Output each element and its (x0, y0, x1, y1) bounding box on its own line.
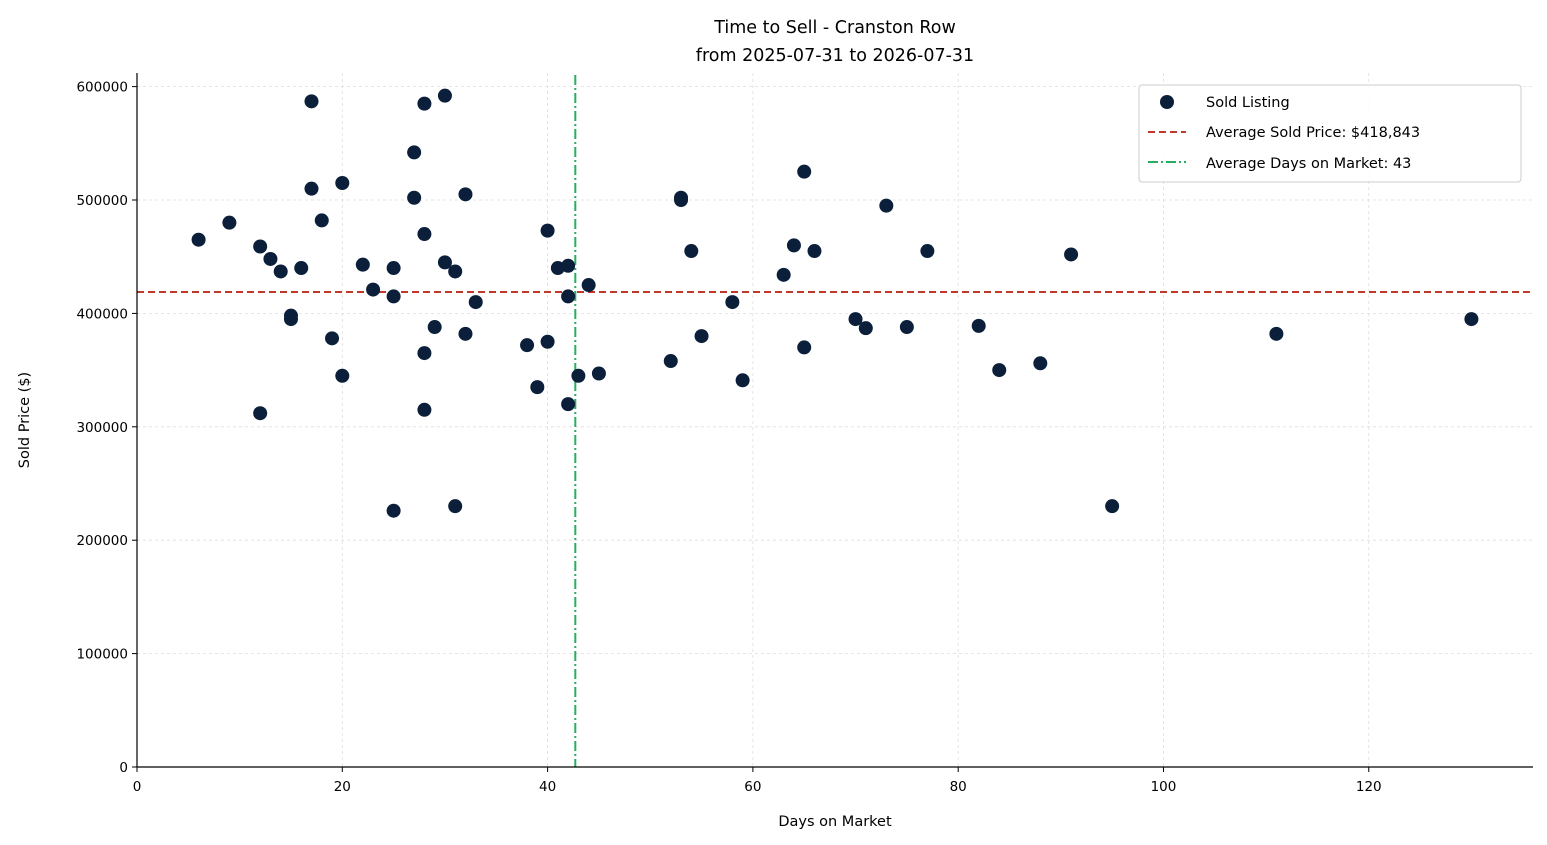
legend-label-sold-listing: Sold Listing (1206, 95, 1290, 111)
sold-listing-point (407, 190, 422, 205)
sold-listing-point (879, 198, 894, 213)
chart-subtitle: from 2025-07-31 to 2026-07-31 (696, 46, 974, 66)
sold-listing-point (417, 96, 432, 111)
sold-listing-point (458, 187, 473, 202)
sold-listing-point (530, 380, 545, 395)
sold-listing-point (468, 295, 483, 310)
sold-listing-point (571, 368, 586, 383)
y-tick-label: 200000 (76, 533, 128, 549)
sold-listing-point (417, 402, 432, 417)
y-tick-label: 400000 (76, 306, 128, 322)
x-tick-label: 0 (133, 779, 142, 795)
sold-listing-point (581, 278, 596, 293)
sold-listing-point (807, 244, 822, 259)
sold-listing-point (694, 329, 709, 344)
x-tick-label: 60 (744, 779, 761, 795)
sold-listing-point (417, 227, 432, 242)
sold-listing-point (899, 320, 914, 335)
sold-listing-point (1464, 312, 1479, 327)
y-tick-label: 100000 (76, 647, 128, 663)
legend-marker-sold-listing (1160, 95, 1174, 109)
sold-listing-point (386, 503, 401, 518)
x-tick-label: 80 (950, 779, 967, 795)
sold-listing-point (1064, 247, 1079, 262)
y-tick-label: 500000 (76, 193, 128, 209)
sold-listing-point (448, 499, 463, 514)
sold-listing-point (920, 244, 935, 259)
sold-listing-point (561, 258, 576, 273)
sold-listing-point (304, 181, 319, 196)
axes (136, 73, 1533, 768)
sold-listing-point (674, 193, 689, 208)
sold-listing-point (663, 354, 678, 369)
sold-listing-point (725, 295, 740, 310)
sold-listing-point (222, 215, 237, 230)
sold-listing-point (458, 326, 473, 341)
sold-listing-point (253, 406, 268, 421)
sold-listing-point (448, 264, 463, 279)
sold-listing-point (253, 239, 268, 254)
sold-listing-point (314, 213, 329, 228)
sold-listing-point (797, 340, 812, 355)
x-tick-label: 120 (1356, 779, 1382, 795)
sold-listing-point (591, 366, 606, 381)
y-axis-label: Sold Price ($) (17, 372, 33, 468)
x-tick-label: 20 (334, 779, 351, 795)
sold-listing-point (304, 94, 319, 109)
sold-listing-point (191, 232, 206, 247)
sold-listing-point (325, 331, 340, 346)
legend: Sold Listing Average Sold Price: $418,84… (1138, 84, 1522, 183)
legend-label-avg-days: Average Days on Market: 43 (1206, 156, 1411, 172)
sold-listing-point (776, 267, 791, 282)
x-ticks: 0 20 40 60 80 100 120 (133, 767, 1382, 795)
sold-listing-point (407, 145, 422, 160)
sold-listing-point (283, 312, 298, 327)
y-tick-label: 600000 (76, 80, 128, 96)
sold-listing-point (1033, 356, 1048, 371)
sold-listing-point (540, 334, 555, 349)
sold-listing-point (858, 321, 873, 336)
sold-listing-point (540, 223, 555, 238)
sold-listing-point (386, 261, 401, 276)
sold-listing-point (520, 338, 535, 353)
y-ticks: 0 100000 200000 300000 400000 500000 600000 (76, 80, 137, 776)
sold-listing-point (1269, 326, 1284, 341)
sold-listing-point (427, 320, 442, 335)
chart-title: Time to Sell - Cranston Row (713, 18, 956, 38)
sold-listing-point (437, 255, 452, 270)
sold-listing-point (992, 363, 1007, 378)
sold-listing-point (684, 244, 699, 259)
sold-listing-point (335, 175, 350, 190)
x-tick-label: 40 (539, 779, 556, 795)
sold-listing-point (561, 289, 576, 304)
data-points (191, 88, 1479, 518)
sold-listing-point (1105, 499, 1120, 514)
sold-listing-point (273, 264, 288, 279)
sold-listing-point (797, 164, 812, 179)
x-axis-label: Days on Market (778, 814, 892, 830)
sold-listing-point (386, 289, 401, 304)
sold-listing-point (561, 397, 576, 412)
sold-listing-point (335, 368, 350, 383)
sold-listing-point (366, 282, 381, 297)
sold-listing-point (437, 88, 452, 103)
legend-label-avg-price: Average Sold Price: $418,843 (1206, 125, 1420, 141)
sold-listing-point (848, 312, 863, 327)
sold-listing-point (971, 318, 986, 333)
sold-listing-point (735, 373, 750, 388)
y-tick-label: 300000 (76, 420, 128, 436)
sold-listing-point (263, 251, 278, 266)
sold-listing-point (294, 261, 309, 276)
x-tick-label: 100 (1151, 779, 1177, 795)
y-tick-label: 0 (119, 760, 128, 776)
sold-listing-point (355, 257, 370, 272)
sold-listing-point (417, 346, 432, 361)
legend-frame (1138, 84, 1522, 183)
sold-listing-point (786, 238, 801, 253)
